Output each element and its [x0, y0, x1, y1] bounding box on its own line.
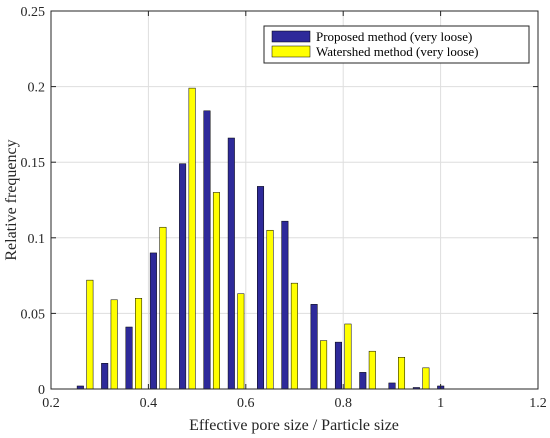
axis-ticks: 0 0.05 0.1 0.15 0.2 0.25 0.2 0.4 0.6 0.8 1 1.2: [21, 5, 547, 411]
legend-swatch: [271, 45, 311, 58]
bar-watershed: [135, 298, 143, 390]
y-tick-label: 0.25: [21, 5, 46, 20]
bar-watershed: [422, 367, 430, 390]
legend-entry: Watershed method (very loose): [316, 44, 478, 59]
x-tick-label: 0.2: [42, 396, 60, 411]
bar-watershed: [368, 350, 376, 390]
bar-proposed: [203, 110, 211, 390]
bar-watershed: [344, 323, 352, 390]
y-tick-label: 0.15: [21, 156, 46, 171]
bar-watershed: [290, 282, 298, 390]
plot-frame: [50, 10, 539, 390]
y-tick-label: 0: [38, 383, 45, 398]
bar-watershed: [237, 293, 245, 390]
bar-proposed: [227, 137, 235, 390]
bar-watershed: [266, 229, 274, 390]
bar-proposed: [101, 363, 109, 390]
x-tick-label: 1: [437, 396, 444, 411]
bar-watershed: [398, 356, 406, 390]
y-tick-label: 0.05: [21, 307, 46, 322]
x-tick-label: 0.6: [237, 396, 255, 411]
bar-proposed: [281, 220, 289, 390]
x-tick-label: 0.8: [334, 396, 352, 411]
bar-watershed: [159, 226, 167, 390]
legend: Proposed method (very loose)Watershed me…: [263, 25, 530, 64]
legend-entry: Proposed method (very loose): [316, 29, 472, 44]
bar-watershed: [320, 340, 328, 390]
y-tick-label: 0.2: [28, 81, 46, 96]
legend-swatch: [271, 30, 311, 43]
bar-proposed: [257, 186, 265, 390]
x-tick-label: 0.4: [140, 396, 158, 411]
grid-lines: [51, 11, 538, 389]
bar-proposed: [310, 304, 318, 390]
x-tick-label: 1.2: [529, 396, 547, 411]
bar-watershed: [86, 279, 94, 390]
bar-proposed: [149, 252, 157, 390]
y-axis-label: Relative frequency: [3, 139, 20, 260]
bar-proposed: [179, 163, 187, 390]
bar-watershed: [188, 87, 196, 390]
bar-proposed: [388, 382, 396, 390]
x-axis-label: Effective pore size / Particle size: [189, 417, 399, 434]
bars: [76, 87, 445, 390]
y-tick-label: 0.1: [28, 232, 46, 247]
bar-proposed: [334, 341, 342, 390]
bar-watershed: [110, 299, 118, 390]
bar-proposed: [125, 326, 133, 390]
bar-watershed: [212, 192, 220, 390]
bar-proposed: [359, 372, 367, 390]
